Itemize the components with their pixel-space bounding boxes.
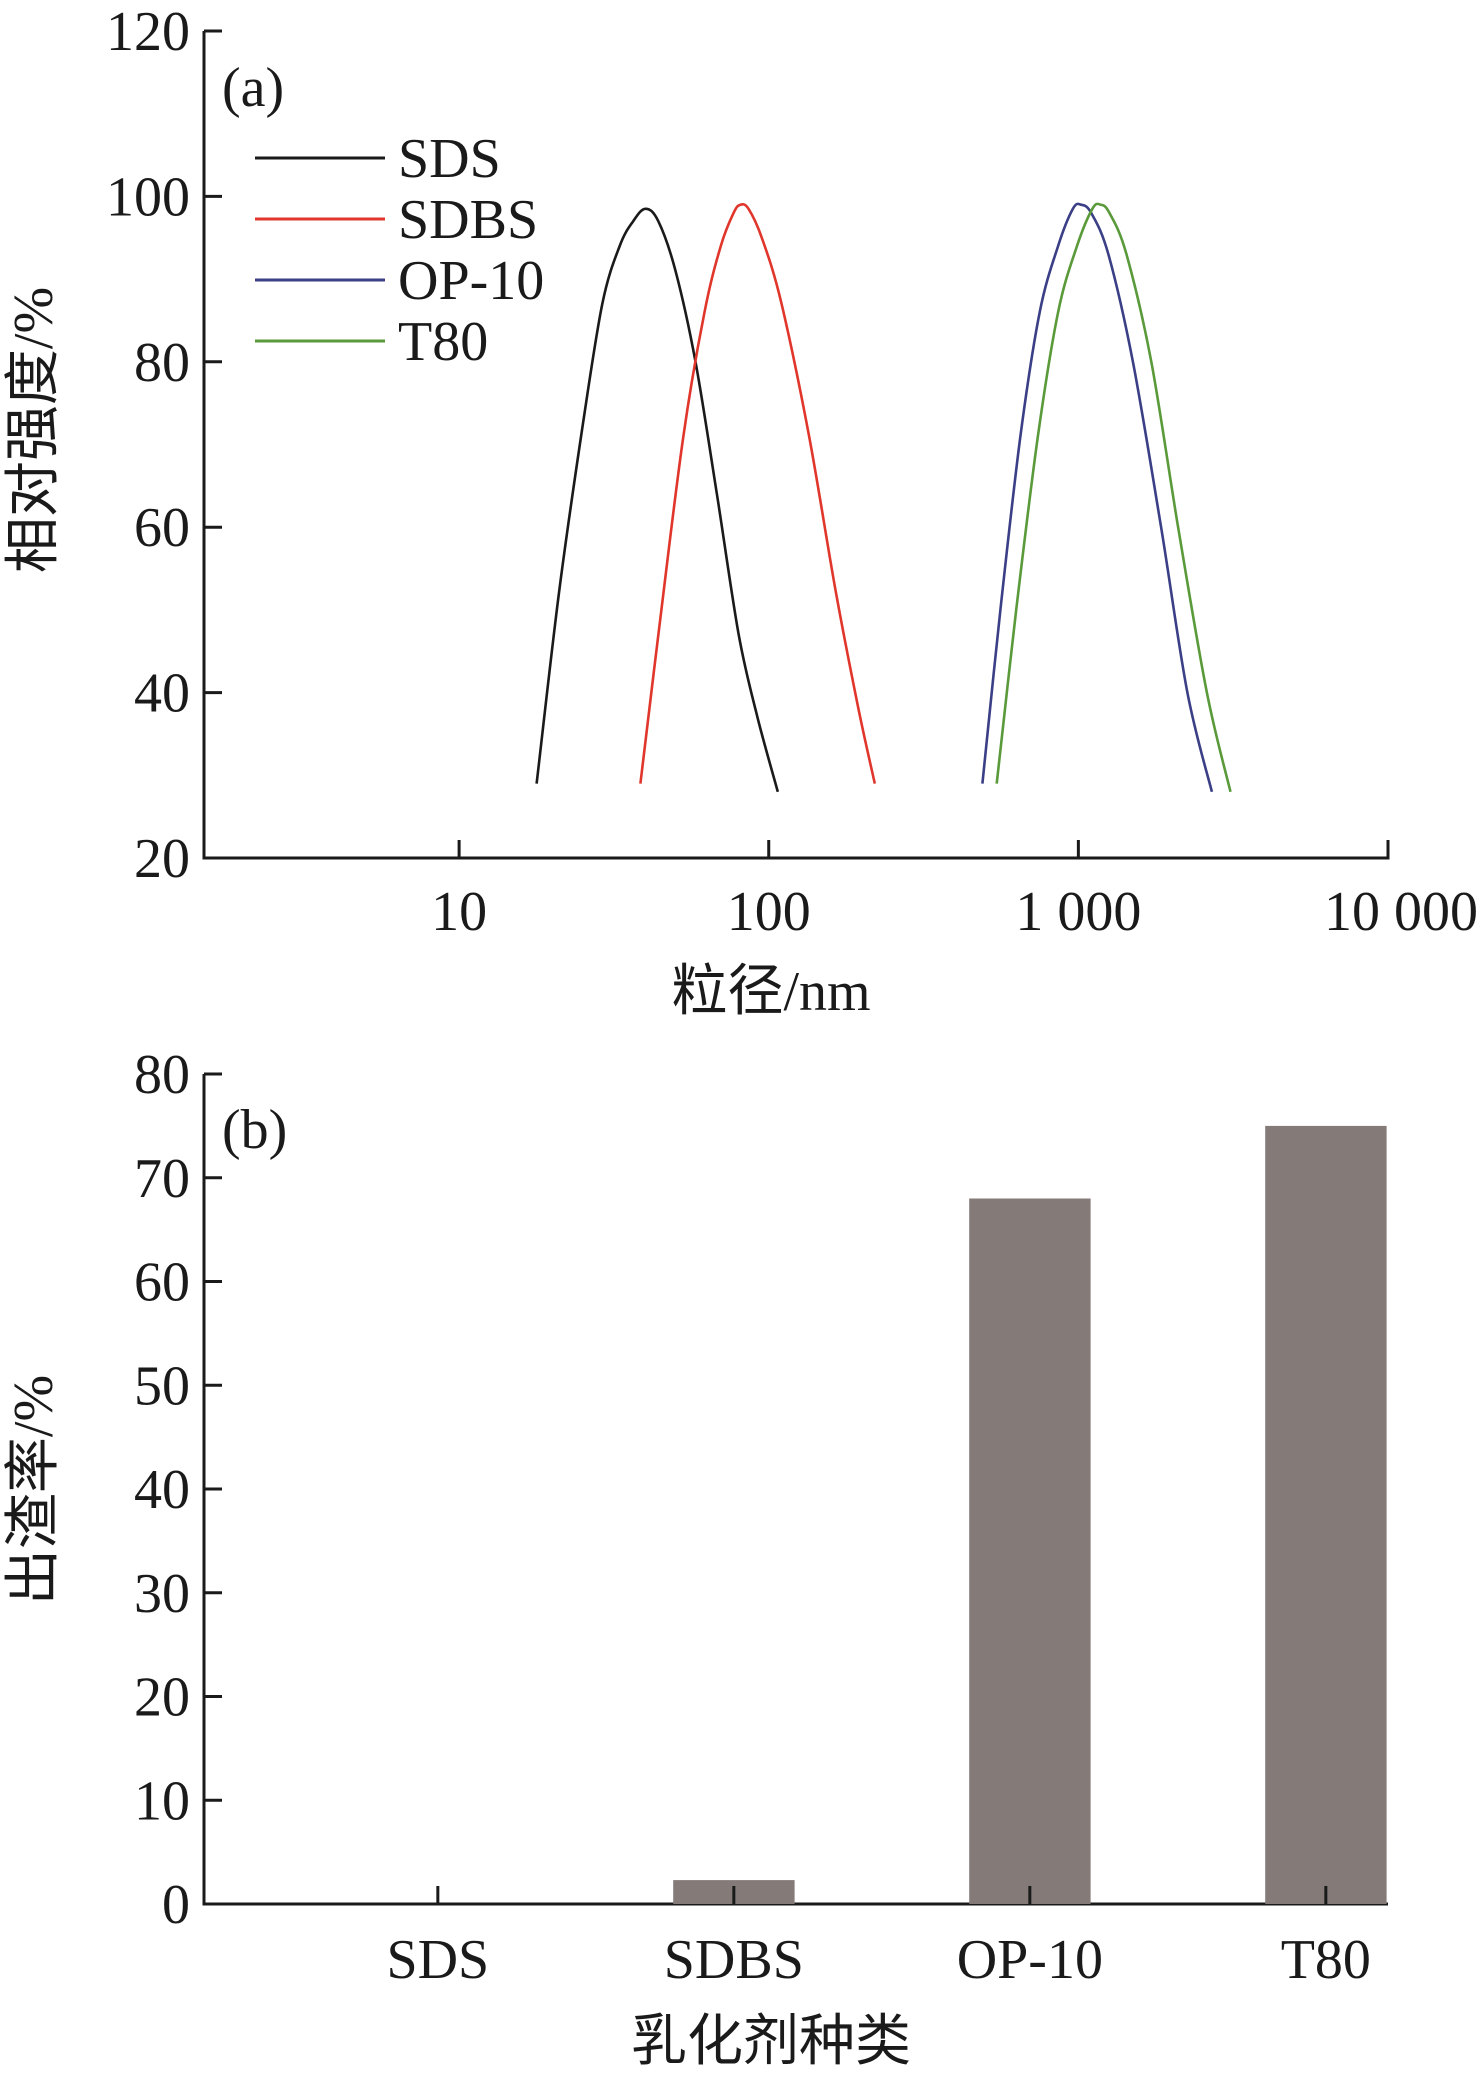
x-tick-label: 10 000 <box>1324 881 1478 943</box>
panel-b-y-axis-title: 出渣率/% <box>3 1375 65 1605</box>
series-line-sds <box>535 207 780 793</box>
panel-b-x-axis-title: 乳化剂种类 <box>631 2011 911 2073</box>
x-tick-label: OP-10 <box>957 1929 1103 1991</box>
x-tick-label: SDS <box>386 1929 489 1991</box>
series-line-t80 <box>995 202 1232 793</box>
y-tick-label: 120 <box>106 1 190 63</box>
y-tick-label: 60 <box>134 497 190 559</box>
panel-a-axes <box>202 31 1390 860</box>
y-tick-label: 50 <box>134 1355 190 1417</box>
panel-a-x-ticks: 10 100 1 000 10 000 <box>431 840 1478 943</box>
x-tick-label: SDBS <box>664 1929 804 1991</box>
y-tick-label: 20 <box>134 828 190 890</box>
legend-label-op-10: OP-10 <box>398 250 544 312</box>
bar-op-10 <box>969 1198 1091 1904</box>
y-tick-label: 40 <box>134 663 190 725</box>
y-tick-label: 10 <box>134 1770 190 1832</box>
y-tick-label: 100 <box>106 166 190 228</box>
y-tick-label: 30 <box>134 1563 190 1625</box>
panel-b-bars <box>673 1125 1387 1904</box>
x-tick-label: 1 000 <box>1015 881 1141 943</box>
series-line-op-10 <box>981 202 1214 793</box>
x-tick-label: 10 <box>431 881 487 943</box>
panel-b-y-ticks: 0 10 20 30 40 50 60 70 80 <box>134 1044 222 1936</box>
panel-b-axes <box>202 1074 1388 1906</box>
panel-b-x-ticks: SDS SDBS OP-10 T80 <box>386 1886 1371 1991</box>
panel-a-label: (a) <box>222 57 284 119</box>
panel-b-bar-chart: (b) 0 10 20 30 40 50 60 70 80 SDS SDBS OP-10 T80 乳化… <box>3 1044 1388 2073</box>
series-line-sdbs <box>639 202 877 784</box>
y-tick-label: 80 <box>134 1044 190 1106</box>
panel-a-y-axis-title: 相对强度/% <box>3 287 65 573</box>
y-tick-label: 40 <box>134 1459 190 1521</box>
panel-b-label: (b) <box>222 1099 287 1161</box>
panel-a-line-chart: (a) 20 40 60 80 100 120 10 100 1 000 10 000 SDSS… <box>3 1 1478 1023</box>
y-tick-label: 20 <box>134 1667 190 1729</box>
y-tick-label: 0 <box>162 1874 190 1936</box>
x-tick-label: T80 <box>1281 1929 1371 1991</box>
legend-label-t80: T80 <box>398 311 488 373</box>
y-tick-label: 70 <box>134 1148 190 1210</box>
y-tick-label: 60 <box>134 1252 190 1314</box>
panel-a-x-axis-title: 粒径/nm <box>671 961 870 1023</box>
legend-label-sds: SDS <box>398 128 501 190</box>
y-tick-label: 80 <box>134 332 190 394</box>
legend-label-sdbs: SDBS <box>398 189 538 251</box>
panel-a-y-ticks: 20 40 60 80 100 120 <box>106 1 222 890</box>
panel-a-series-lines <box>535 202 1232 793</box>
x-tick-label: 100 <box>727 881 811 943</box>
bar-t80 <box>1265 1125 1387 1904</box>
